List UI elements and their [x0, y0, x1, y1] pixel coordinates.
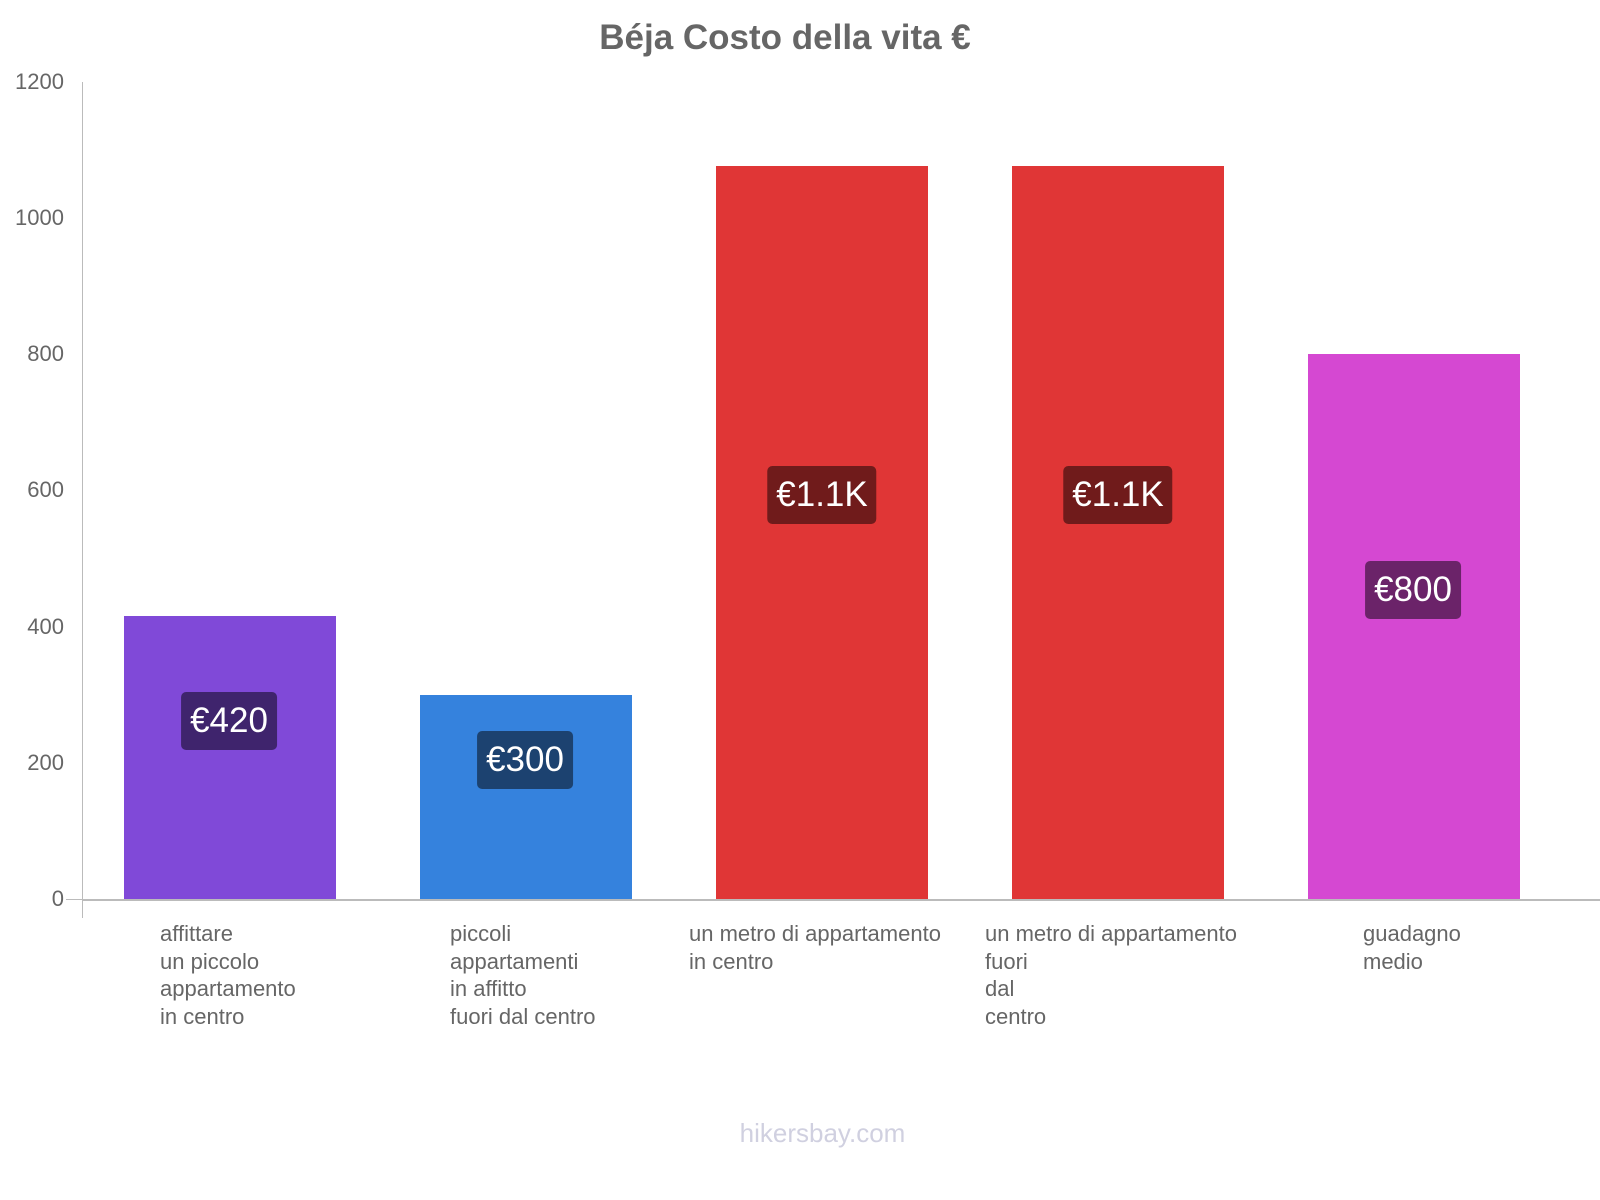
y-tick-label: 400 [27, 614, 64, 639]
bar-small-apartments-outside-center[interactable] [420, 695, 632, 899]
y-tick-label: 1200 [15, 69, 64, 94]
value-badge: €420 [181, 692, 277, 750]
value-badge: €800 [1365, 561, 1461, 619]
bar-sqm-apartment-outside-center[interactable] [1012, 166, 1224, 899]
bar-sqm-apartment-center[interactable] [716, 166, 928, 899]
x-category-label: piccoli appartamenti in affitto fuori da… [450, 921, 596, 1029]
chart-title: Béja Costo della vita € [599, 18, 971, 57]
x-category-label: un metro di appartamento in centro [689, 921, 941, 974]
value-badge: €300 [477, 731, 573, 789]
value-badge: €1.1K [1063, 466, 1173, 524]
y-tick-label: 1000 [15, 205, 64, 230]
x-category-label: affittare un piccolo appartamento in cen… [160, 921, 296, 1029]
watermark-link[interactable]: hikersbay.com [739, 1118, 906, 1148]
x-category-label: un metro di appartamento fuori dal centr… [985, 921, 1237, 1029]
bar-average-salary[interactable] [1308, 354, 1520, 899]
y-axis-zero-tick [66, 899, 82, 900]
y-tick-label: 800 [27, 341, 64, 366]
x-category-label: guadagno medio [1363, 921, 1461, 974]
value-badge: €1.1K [767, 466, 877, 524]
y-tick-label: 600 [27, 477, 64, 502]
bar-rent-small-apartment-center[interactable] [124, 616, 336, 899]
y-tick-label: 200 [27, 750, 64, 775]
y-tick-label: 0 [51, 886, 64, 911]
y-axis-line [82, 82, 83, 918]
x-axis-line [82, 899, 1600, 901]
